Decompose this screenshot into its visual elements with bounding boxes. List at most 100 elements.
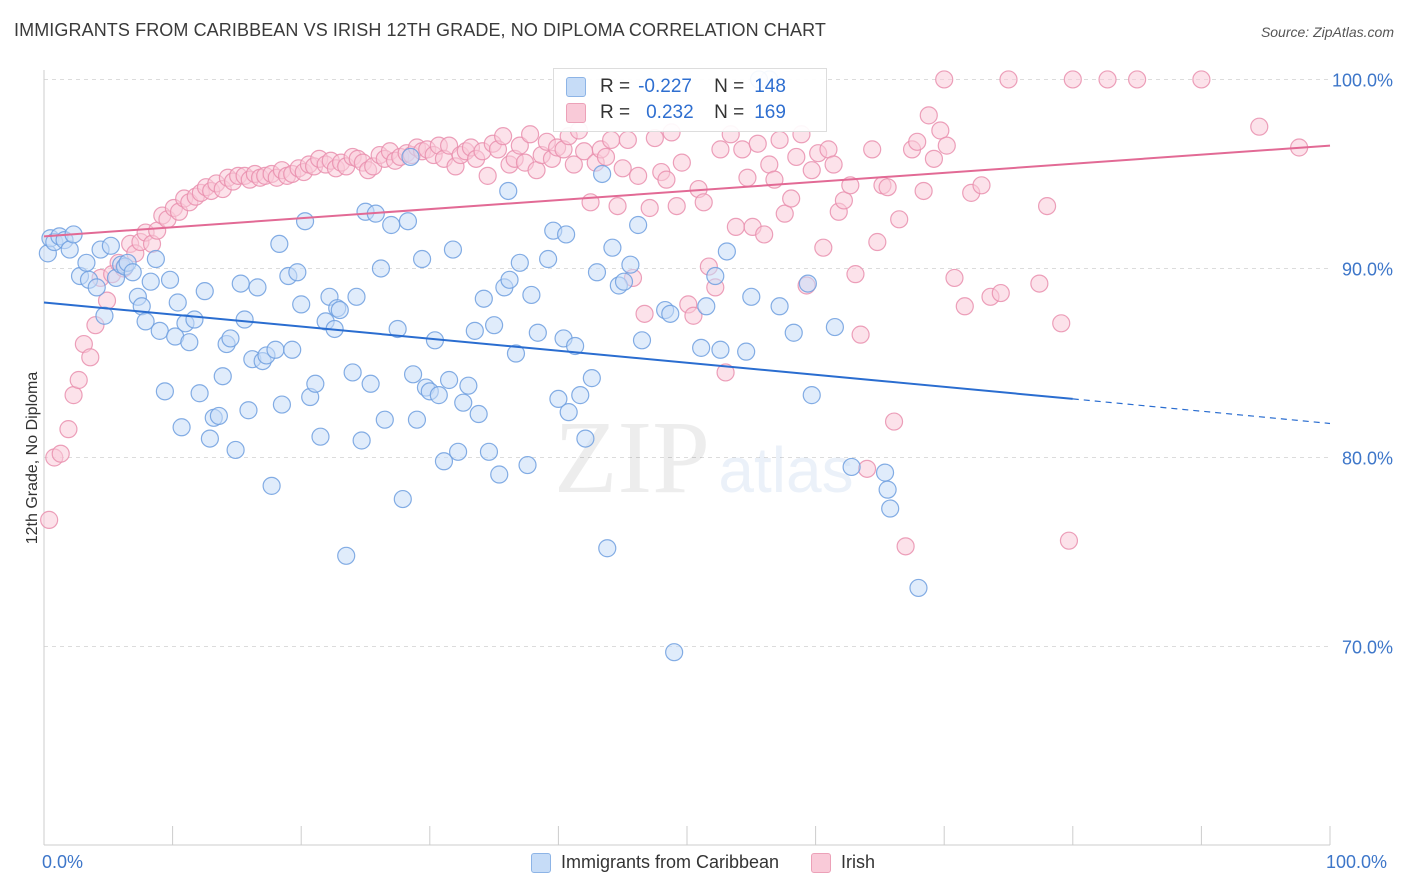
caribbean-point: [388, 319, 407, 339]
caribbean-point: [185, 310, 204, 329]
caribbean-point: [459, 376, 478, 395]
caribbean-point: [270, 234, 289, 254]
irish-point: [733, 140, 752, 159]
irish-point: [64, 386, 83, 405]
chart-title: IMMIGRANTS FROM CARIBBEAN VS IRISH 12TH …: [14, 20, 826, 40]
caribbean-point: [500, 270, 519, 289]
caribbean-point: [239, 401, 258, 420]
irish-point: [775, 204, 794, 223]
caribbean-point: [407, 410, 427, 429]
caribbean-point: [443, 240, 463, 259]
irish-point: [935, 70, 954, 89]
irish-point: [972, 176, 991, 195]
caribbean-point: [742, 287, 761, 306]
caribbean-point: [195, 282, 214, 301]
irish-point: [1059, 531, 1079, 550]
caribbean-point: [661, 304, 680, 323]
irish-point: [937, 136, 956, 155]
caribbean-point: [909, 578, 928, 598]
n-label: N =: [714, 76, 745, 97]
caribbean-point: [226, 440, 245, 460]
caribbean-point: [499, 181, 518, 201]
legend-item-caribbean[interactable]: Immigrants from Caribbean: [530, 852, 779, 873]
irish-point: [931, 121, 950, 140]
irish-point: [635, 304, 654, 323]
caribbean-point: [311, 427, 330, 446]
caribbean-point: [266, 340, 285, 359]
caribbean-point: [614, 272, 634, 291]
irish-point: [890, 210, 909, 229]
caribbean-point: [593, 164, 612, 184]
caribbean-point: [190, 384, 209, 403]
caribbean-point: [522, 285, 541, 305]
irish-point: [841, 176, 860, 195]
irish-point: [613, 159, 632, 178]
y-tick-label: 70.0%: [1342, 638, 1393, 658]
n-value: 169: [754, 102, 786, 123]
caribbean-point: [412, 249, 432, 269]
legend-item-irish[interactable]: Irish: [811, 852, 875, 873]
caribbean-point: [398, 212, 418, 231]
irish-point: [667, 196, 686, 216]
caribbean-point: [337, 546, 356, 565]
irish-point: [834, 191, 853, 210]
caribbean-point: [621, 255, 640, 274]
caribbean-point: [209, 406, 228, 426]
caribbean-point: [403, 365, 423, 384]
caribbean-point: [221, 329, 240, 348]
irish-point: [819, 140, 838, 159]
irish-point: [991, 283, 1010, 303]
caribbean-point: [429, 386, 448, 405]
caribbean-point: [330, 300, 349, 320]
irish-point: [802, 161, 821, 180]
caribbean-point: [825, 317, 844, 337]
caribbean-point: [485, 316, 504, 335]
n-label: N =: [714, 102, 745, 123]
caribbean-point: [665, 643, 684, 662]
caribbean-point: [393, 489, 412, 509]
caribbean-point: [439, 370, 459, 390]
irish-point: [760, 155, 779, 174]
caribbean-point: [371, 259, 391, 278]
caribbean-point: [598, 539, 617, 558]
caribbean-point: [375, 410, 394, 429]
irish-point: [738, 168, 757, 187]
irish-point: [863, 140, 882, 159]
caribbean-point: [557, 225, 576, 244]
caribbean-point: [842, 457, 861, 477]
legend-row-caribbean: R = -0.227 N = 148: [566, 75, 786, 99]
series-legend: Immigrants from Caribbean Irish: [0, 852, 1406, 873]
irish-point: [69, 370, 88, 390]
caribbean-point: [539, 249, 558, 269]
axes: [43, 70, 1331, 846]
irish-point: [618, 130, 637, 150]
caribbean-point: [235, 310, 254, 329]
caribbean-point: [566, 336, 585, 356]
caribbean-point: [582, 369, 601, 388]
irish-point: [672, 153, 691, 172]
r-label: R =: [600, 102, 631, 123]
caribbean-point: [352, 431, 371, 450]
caribbean-point: [343, 363, 362, 382]
caribbean-point: [382, 215, 401, 235]
caribbean-point: [559, 403, 578, 422]
irish-point: [1037, 196, 1057, 216]
caribbean-points: [38, 70, 928, 662]
caribbean-point: [474, 289, 493, 308]
irish-point: [684, 306, 703, 325]
caribbean-point: [490, 465, 509, 484]
caribbean-point: [295, 212, 315, 231]
caribbean-point: [465, 321, 484, 340]
irish-point: [896, 537, 915, 556]
trend-lines: [43, 144, 1331, 425]
caribbean-point: [510, 253, 529, 272]
irish-point: [919, 106, 938, 125]
y-tick-label: 100.0%: [1332, 70, 1393, 90]
irish-point: [596, 147, 616, 167]
caribbean-point: [155, 382, 174, 401]
irish-legend-swatch: [811, 852, 832, 873]
irish-legend-label: Irish: [841, 852, 876, 872]
caribbean-point: [784, 323, 803, 342]
irish-point: [914, 181, 933, 201]
irish-point: [694, 193, 713, 212]
